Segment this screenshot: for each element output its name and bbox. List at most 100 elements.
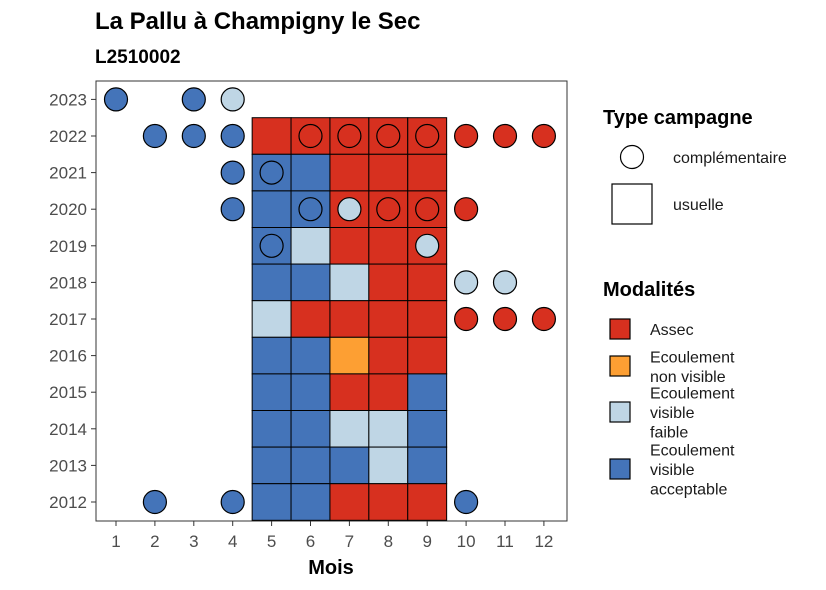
y-tick-label: 2020 — [49, 200, 87, 219]
point-2023-4 — [220, 87, 245, 112]
legend-title-modalites: Modalités — [603, 279, 695, 301]
tile-2014-9 — [407, 410, 448, 448]
legend-key-usuelle — [611, 183, 653, 225]
tile-2016-7 — [329, 336, 370, 375]
legend-label-line: visible — [650, 405, 695, 422]
tile-2017-5 — [251, 300, 292, 338]
tile-2013-5 — [251, 446, 292, 485]
legend-label-ecoulement-non-visible: Ecoulement non visible — [650, 349, 735, 386]
point-2021-4 — [220, 160, 245, 185]
y-tick-label: 2013 — [49, 456, 87, 475]
tile-2021-6 — [290, 153, 331, 192]
point-2022-2 — [142, 123, 167, 149]
point-2022-12 — [531, 123, 557, 149]
tile-2012-6 — [290, 483, 331, 521]
legend-label-line: visible — [650, 462, 695, 479]
tile-2013-7 — [329, 446, 370, 485]
y-tick-label: 2021 — [49, 164, 87, 183]
x-tick-label: 6 — [306, 532, 315, 551]
tile-2017-9 — [407, 300, 448, 338]
x-tick-label: 5 — [267, 532, 276, 551]
tile-2019-8 — [368, 227, 409, 265]
point-2012-4 — [220, 489, 245, 515]
legend-label-line: non visible — [650, 369, 726, 386]
x-tick-label: 9 — [422, 532, 431, 551]
y-tick-label: 2015 — [49, 383, 87, 402]
x-tick-label: 1 — [111, 532, 120, 551]
tile-2014-5 — [251, 410, 292, 448]
chart-subtitle: L2510002 — [95, 47, 181, 68]
tile-2017-7 — [329, 300, 370, 338]
point-2019-5 — [259, 233, 284, 258]
tile-2019-6 — [290, 227, 331, 265]
point-2022-10 — [454, 123, 479, 149]
legend-label-ecoulement-visible-faible: Ecoulement visible faible — [650, 386, 735, 442]
legend-label-line: Assec — [650, 322, 694, 339]
legend-label-complementaire: complémentaire — [673, 150, 787, 167]
tile-2018-8 — [368, 263, 409, 302]
tile-2013-9 — [407, 446, 448, 485]
point-2020-7 — [337, 197, 362, 222]
point-2017-11 — [492, 306, 518, 332]
legend-key-ecoulement-visible-faible — [609, 401, 631, 423]
tile-2016-9 — [407, 336, 448, 375]
point-2019-9 — [415, 233, 440, 258]
tile-2021-7 — [329, 153, 370, 192]
axes: 1 2 3 4 5 6 7 8 9 10 11 122012201320142015201620172… — [49, 90, 553, 551]
tile-2014-6 — [290, 410, 331, 448]
y-tick-label: 2019 — [49, 237, 87, 256]
point-2022-8 — [376, 123, 401, 149]
tile-2015-8 — [368, 373, 409, 411]
point-2023-3 — [181, 87, 206, 112]
point-2017-10 — [454, 306, 479, 332]
legend-label-line: Ecoulement — [650, 349, 735, 366]
point-2020-4 — [220, 197, 245, 222]
legend-label-assec: Assec — [650, 322, 694, 339]
complementaire-points — [103, 87, 557, 515]
tile-2012-7 — [329, 483, 370, 521]
legend-key-ecoulement-visible-acceptable — [609, 458, 631, 480]
legend-key-ecoulement-non-visible — [609, 355, 631, 377]
tile-2019-7 — [329, 227, 370, 265]
x-tick-label: 7 — [345, 532, 354, 551]
legend-label-line: Ecoulement — [650, 443, 735, 460]
x-tick-label: 8 — [384, 532, 393, 551]
tile-2016-8 — [368, 336, 409, 375]
point-2018-11 — [492, 270, 518, 295]
tile-2012-8 — [368, 483, 409, 521]
legend-label-line: Ecoulement — [650, 386, 735, 403]
tile-2021-9 — [407, 153, 448, 192]
point-2023-1 — [103, 87, 129, 112]
x-tick-label: 3 — [189, 532, 198, 551]
tile-2015-9 — [407, 373, 448, 411]
tile-2012-9 — [407, 483, 448, 521]
tile-2012-5 — [251, 483, 292, 521]
legend-label-ecoulement-visible-acceptable: Ecoulement visible acceptable — [650, 443, 735, 499]
y-tick-label: 2016 — [49, 347, 87, 366]
x-tick-label: 12 — [534, 532, 553, 551]
x-tick-label: 2 — [150, 532, 159, 551]
tile-2021-8 — [368, 153, 409, 192]
tile-2020-5 — [251, 190, 292, 228]
point-2022-6 — [298, 123, 323, 149]
tile-2015-5 — [251, 373, 292, 411]
legend-label-line: acceptable — [650, 482, 727, 499]
legend-type-campagne: Type campagne complémentaire usuelle — [603, 107, 787, 225]
point-2021-5 — [259, 160, 284, 185]
y-tick-label: 2012 — [49, 493, 87, 512]
chart-title: La Pallu à Champigny le Sec — [95, 8, 420, 35]
y-tick-label: 2017 — [49, 310, 87, 329]
point-2022-4 — [220, 123, 245, 149]
tile-2013-6 — [290, 446, 331, 485]
point-2022-3 — [181, 123, 206, 149]
tile-2020-7 — [329, 190, 370, 228]
usuelle-tiles — [251, 117, 448, 521]
point-2012-10 — [454, 489, 479, 515]
tile-2014-8 — [368, 410, 409, 448]
tile-2014-7 — [329, 410, 370, 448]
tile-2016-6 — [290, 336, 331, 375]
tile-2018-9 — [407, 263, 448, 302]
point-2018-10 — [454, 270, 479, 295]
